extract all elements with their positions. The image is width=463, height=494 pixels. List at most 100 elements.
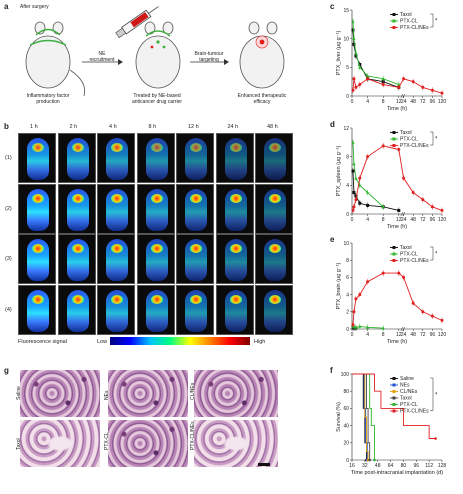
- data-point: [351, 208, 355, 212]
- data-point: [434, 437, 437, 440]
- fluorescence-signal-label: Fluorescence signal: [18, 339, 67, 345]
- y-tick-label: 2: [346, 310, 349, 316]
- panel-c-label: c: [330, 2, 335, 11]
- data-point: [430, 205, 434, 209]
- data-point: [365, 74, 370, 78]
- y-tick-label: 0: [346, 327, 349, 333]
- x-tick-label: 64: [388, 463, 394, 469]
- histology-image: [20, 420, 100, 467]
- x-tick-label: 48: [410, 99, 416, 105]
- x-tick-label: 48: [410, 217, 416, 223]
- x-tick-label: 4: [366, 332, 369, 338]
- data-point: [397, 208, 401, 212]
- legend-label: PTX-CL: [400, 402, 418, 408]
- data-point: [381, 83, 385, 87]
- panel-d-label: d: [330, 120, 335, 129]
- y-tick-label: 0: [346, 458, 349, 464]
- y-tick-label: 12: [343, 126, 349, 132]
- y-axis-label: PTX_spleen (μg g⁻¹): [336, 145, 342, 196]
- fluorescence-image: [18, 234, 56, 284]
- data-point: [352, 205, 356, 209]
- fluorescence-image: [57, 183, 96, 234]
- fluorescence-image: [176, 234, 214, 284]
- legend-marker: [392, 259, 396, 262]
- series-line-PTX-CL/NEs: [352, 145, 443, 211]
- fluorescence-image: [18, 284, 56, 335]
- fluorescence-image: [57, 284, 96, 335]
- x-tick-label: 72: [420, 99, 426, 105]
- time-label-3: 8 h: [148, 124, 157, 130]
- histology-image: [194, 370, 278, 417]
- data-point: [365, 190, 370, 194]
- legend-label: PTX-CL: [400, 19, 418, 25]
- legend-label: PTX-CL: [400, 252, 418, 258]
- fluorescence-image: [57, 234, 96, 284]
- panel-f-label: f: [330, 366, 333, 375]
- legend-label: PTX-CL/NEs: [400, 258, 429, 264]
- data-point: [421, 198, 425, 202]
- data-point: [365, 325, 370, 329]
- y-tick-label: 4: [346, 183, 349, 189]
- data-point: [354, 176, 358, 180]
- legend-marker: [392, 131, 396, 134]
- data-point: [381, 77, 385, 81]
- mouse-1-illustration: [25, 21, 86, 97]
- data-point: [352, 310, 356, 314]
- data-point: [358, 176, 362, 180]
- significance-bracket: [430, 13, 434, 28]
- y-axis-label: Survival (%): [336, 402, 342, 432]
- x-tick-label: 48: [410, 332, 416, 338]
- legend-marker: [392, 246, 396, 249]
- x-tick-label: 96: [430, 217, 436, 223]
- data-point: [381, 326, 385, 330]
- data-point: [358, 183, 362, 187]
- mouse-3-illustration: [239, 21, 285, 89]
- legend-label: PTX-CL/NEs: [400, 25, 429, 31]
- data-point: [381, 271, 385, 275]
- axis-break: [402, 211, 406, 217]
- fluorescence-image: [215, 234, 254, 284]
- data-point: [430, 88, 434, 92]
- data-point: [354, 198, 358, 202]
- panel-a-label: a: [4, 2, 9, 11]
- panel-a-schematic: [25, 6, 285, 97]
- data-point: [352, 162, 356, 166]
- fluorescence-image: [136, 284, 175, 335]
- series-line-PTX-CL/NEs: [352, 373, 436, 439]
- high-label: High: [254, 339, 266, 345]
- series-line-PTX-CL/NEs: [352, 272, 443, 325]
- time-label-6: 48 h: [267, 124, 278, 130]
- panel-g-label: g: [4, 366, 9, 375]
- inflammatory-label: Inflammatory factor production: [26, 93, 70, 105]
- fluorescence-image: [255, 183, 293, 234]
- fluorescence-image: [136, 234, 175, 284]
- data-point: [381, 144, 385, 148]
- y-axis-label: PTX_liver (μg g⁻¹): [336, 31, 342, 76]
- fluorescence-colorbar: [110, 337, 250, 345]
- legend-label: PTX-CL/NEs: [400, 409, 429, 415]
- legend-label: CL/NEs: [400, 389, 418, 395]
- data-point: [354, 194, 358, 198]
- x-tick-label: 120: [438, 332, 447, 338]
- fluorescence-image: [255, 284, 293, 335]
- data-point: [351, 140, 355, 144]
- ne-recruitment-label: NE recruitment: [89, 51, 115, 63]
- y-tick-label: 4: [346, 292, 349, 298]
- legend-label: Taxol: [400, 396, 412, 402]
- time-label-1: 2 h: [69, 124, 78, 130]
- syringe-icon: [115, 6, 159, 39]
- x-tick-label: 120: [438, 99, 447, 105]
- x-tick-label: 96: [430, 332, 436, 338]
- x-axis-label: Time (h): [387, 106, 407, 112]
- panel-b-label: b: [4, 122, 9, 131]
- legend-marker: [392, 409, 396, 413]
- legend-label: NEs: [400, 383, 410, 389]
- data-point: [397, 85, 401, 89]
- data-point: [354, 51, 358, 55]
- mouse-2-illustration: [135, 21, 181, 89]
- axis-break: [400, 326, 404, 332]
- x-tick-label: 4: [366, 217, 369, 223]
- legend-marker: [392, 396, 396, 400]
- x-tick-label: 24: [401, 217, 407, 223]
